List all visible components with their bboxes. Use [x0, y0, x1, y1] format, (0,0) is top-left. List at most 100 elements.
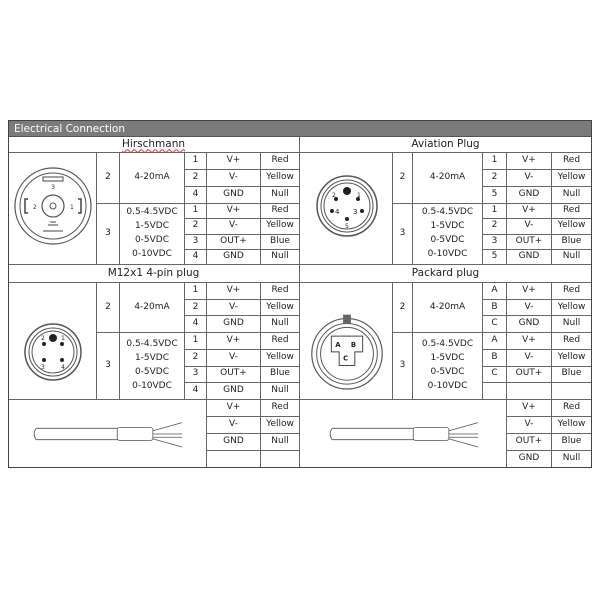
pin-number: 2	[483, 170, 507, 187]
pin-number: 1	[483, 153, 507, 170]
wire-color: Yellow	[552, 349, 592, 367]
pin-function: OUT+	[207, 366, 261, 384]
signal-type: 0.5-4.5VDC	[126, 339, 178, 350]
pin-function: V-	[507, 349, 552, 367]
pin-function: OUT+	[207, 234, 261, 250]
pin-function: V+	[507, 153, 552, 170]
wire-function: V+	[507, 400, 552, 417]
svg-text:C: C	[343, 354, 348, 362]
wire-color: Red	[552, 204, 592, 220]
pin-number: 4	[185, 187, 207, 204]
pin-function	[507, 383, 552, 400]
pin-function: V+	[207, 283, 261, 300]
signal-type: 0-5VDC	[430, 235, 465, 245]
connector-title-text: Hirschmann	[122, 138, 185, 151]
wire-count: 2	[97, 153, 120, 204]
wire-color: Red	[552, 333, 592, 350]
signal-type: 1-5VDC	[134, 353, 170, 364]
m12-plug-icon: 2 1 3 4	[23, 322, 82, 381]
pin-number: 4	[185, 316, 207, 333]
signal-type: 0.5-4.5VDC	[421, 207, 474, 218]
wire-color: Yellow	[552, 417, 592, 434]
wire-count: 2	[393, 153, 413, 204]
svg-text:3: 3	[353, 208, 357, 216]
pin-function: GND	[207, 383, 261, 400]
pin-number: 3	[185, 366, 207, 384]
wire-count: 3	[97, 333, 120, 400]
svg-text:4: 4	[335, 208, 340, 216]
signal-type-cell: 4-20mA	[413, 153, 483, 204]
signal-type: 0.5-4.5VDC	[421, 339, 474, 350]
wire-color: Yellow	[261, 219, 300, 235]
signal-type: 4-20mA	[134, 172, 170, 183]
svg-text:2: 2	[41, 335, 45, 342]
pin-number: 1	[185, 283, 207, 300]
pin-number: 5	[483, 187, 507, 204]
pin-function: V+	[507, 333, 552, 350]
wire-color: Null	[261, 383, 300, 400]
signal-type: 0-5VDC	[134, 367, 170, 377]
pin-number: 5	[483, 249, 507, 265]
signal-type-cell: 0.5-4.5VDC 1-5VDC 0-5VDC 0-10VDC	[120, 333, 185, 400]
svg-text:1: 1	[70, 204, 74, 211]
wire-function: V-	[207, 417, 261, 434]
pin-function: V-	[507, 299, 552, 317]
pin-function: GND	[507, 187, 552, 204]
signal-type: 4-20mA	[429, 172, 466, 183]
signal-type-cell: 4-20mA	[120, 153, 185, 204]
signal-type: 1-5VDC	[430, 353, 465, 364]
wire-color: Blue	[261, 366, 300, 384]
pin-number: 2	[185, 219, 207, 235]
wire-color: Red	[552, 283, 592, 300]
signal-type: 0-10VDC	[427, 248, 468, 259]
svg-text:3: 3	[51, 184, 55, 191]
pin-number: 3	[185, 234, 207, 250]
wire-color: Yellow	[261, 349, 300, 367]
signal-type: 1-5VDC	[134, 221, 170, 232]
wire-count: 3	[97, 204, 120, 265]
svg-text:1: 1	[61, 335, 65, 342]
pin-number: A	[483, 283, 507, 300]
svg-text:4: 4	[61, 364, 65, 371]
svg-text:3: 3	[41, 364, 45, 371]
wire-count: 3	[393, 204, 413, 265]
wire-color: Yellow	[261, 417, 300, 434]
wire-color: Yellow	[552, 299, 592, 317]
wire-count: 2	[393, 283, 413, 333]
wire-color: Yellow	[261, 170, 300, 187]
pin-function: V-	[207, 299, 261, 317]
wire-color: Null	[552, 187, 592, 204]
svg-text:A: A	[335, 340, 341, 348]
wire-color: Yellow	[261, 299, 300, 317]
wire-color: Null	[552, 249, 592, 265]
pin-number: 4	[185, 249, 207, 265]
wire-color: Yellow	[552, 170, 592, 187]
pin-function: GND	[507, 249, 552, 265]
wire-color: Red	[261, 283, 300, 300]
wire-color: Null	[261, 434, 300, 451]
wire-function	[207, 451, 261, 468]
cable-icon	[329, 422, 479, 448]
wire-color	[261, 451, 300, 468]
aviation-plug-icon: 4 3 2 1 5	[315, 175, 378, 237]
signal-type: 0-5VDC	[134, 235, 170, 245]
wire-function: V-	[507, 417, 552, 434]
wire-color: Red	[261, 400, 300, 417]
pin-function: V+	[207, 204, 261, 220]
pin-number: 4	[185, 383, 207, 400]
wire-function: GND	[207, 434, 261, 451]
wire-color: Null	[261, 316, 300, 333]
wire-color: Null	[261, 187, 300, 204]
pin-number: 2	[185, 349, 207, 367]
pin-number: 1	[185, 204, 207, 220]
signal-type-cell: 0.5-4.5VDC 1-5VDC 0-5VDC 0-10VDC	[413, 204, 483, 265]
signal-type: 4-20mA	[134, 301, 170, 312]
wire-color: Blue	[552, 366, 592, 384]
pin-number: 1	[185, 333, 207, 350]
pin-function: V-	[507, 170, 552, 187]
pin-function: V+	[507, 204, 552, 220]
pin-function: V+	[207, 153, 261, 170]
wire-color: Blue	[552, 434, 592, 451]
wire-color: Yellow	[552, 219, 592, 235]
